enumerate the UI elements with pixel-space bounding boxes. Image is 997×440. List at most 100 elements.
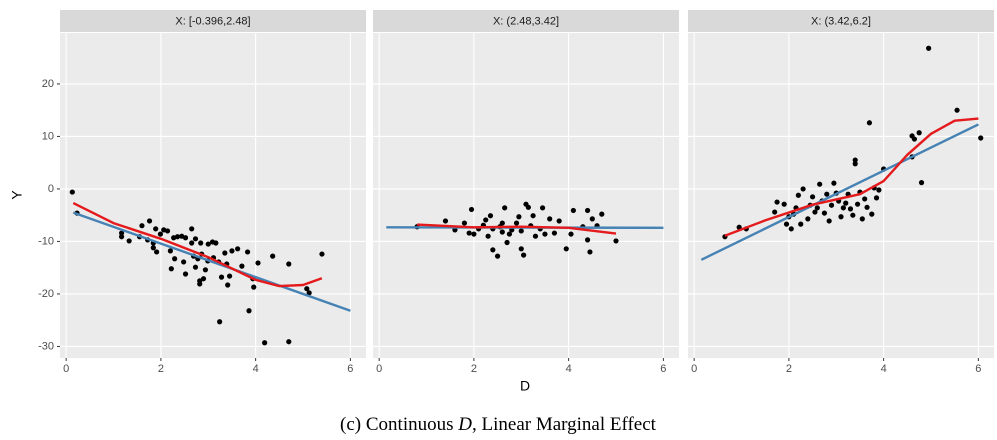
point (826, 218, 832, 224)
point (181, 259, 187, 265)
point (167, 248, 173, 254)
point (286, 339, 292, 345)
y-tick-label: 20 (42, 78, 54, 90)
point (530, 213, 536, 219)
point (518, 246, 524, 252)
point (613, 238, 619, 244)
point (513, 220, 520, 226)
point (255, 260, 261, 266)
point (840, 205, 846, 211)
point (306, 290, 312, 296)
y-tick-label: -20 (38, 288, 54, 300)
point (542, 231, 548, 237)
point (584, 237, 591, 243)
x-tick-label: 0 (691, 363, 697, 375)
x-axis-label: D (520, 378, 530, 394)
point (442, 218, 449, 224)
x-tick-label: 2 (471, 363, 477, 375)
point (466, 230, 472, 236)
point (189, 240, 195, 246)
point (805, 216, 811, 222)
caption-text: (c) Continuous (340, 414, 458, 435)
point (852, 161, 858, 167)
y-tick-label: -10 (38, 235, 54, 247)
point (774, 199, 780, 205)
point (599, 211, 605, 217)
point (490, 247, 496, 253)
point (852, 157, 858, 163)
point (506, 231, 513, 237)
point (876, 187, 882, 193)
point (862, 196, 868, 202)
point (800, 186, 806, 192)
x-tick-label: 4 (253, 363, 259, 375)
point (772, 209, 778, 215)
point (483, 217, 489, 223)
caption-text: D (457, 414, 472, 435)
point (795, 192, 801, 198)
point (539, 205, 546, 211)
point (126, 238, 132, 244)
fit-line (417, 223, 617, 235)
point (869, 211, 875, 217)
point (461, 220, 468, 226)
point (182, 235, 189, 241)
point (847, 206, 854, 212)
point (978, 135, 984, 141)
caption-text: , Linear Marginal Effect (472, 414, 657, 435)
point (197, 281, 203, 287)
point (270, 253, 276, 259)
x-tick-label: 0 (63, 363, 69, 375)
point (843, 200, 849, 206)
point (182, 271, 189, 277)
point (854, 201, 861, 207)
point (817, 181, 823, 187)
strip (60, 10, 366, 32)
strip (688, 10, 994, 32)
point (494, 253, 501, 259)
point (788, 226, 794, 232)
point (499, 229, 505, 235)
point (139, 223, 145, 229)
point (189, 226, 195, 232)
point (202, 267, 209, 273)
point (192, 236, 199, 242)
point (154, 249, 160, 255)
point (157, 231, 164, 237)
point (873, 195, 880, 201)
plot-background (688, 33, 994, 358)
point (118, 234, 125, 240)
point (251, 284, 257, 290)
caption: (c) Continuous D, Linear Marginal Effect (340, 414, 657, 435)
point (589, 216, 595, 222)
point (304, 286, 310, 292)
point (838, 214, 844, 220)
y-tick-label: -30 (38, 340, 54, 352)
x-tick-label: 2 (158, 363, 164, 375)
point (521, 252, 527, 258)
point (587, 249, 593, 255)
point (831, 180, 837, 186)
point (916, 130, 922, 136)
point (828, 202, 835, 208)
x-tick-label: 6 (347, 363, 353, 375)
point (532, 233, 539, 239)
point (262, 340, 268, 346)
point (516, 214, 522, 220)
point (783, 221, 790, 227)
point (319, 251, 325, 257)
point (164, 228, 171, 234)
point (286, 261, 292, 267)
point (153, 226, 159, 232)
fit-line (724, 117, 979, 237)
panel-title: X: (2.48,3.42] (493, 15, 559, 27)
point (218, 274, 225, 280)
x-tick-label: 4 (881, 363, 887, 375)
point (551, 230, 558, 236)
fit-line (72, 211, 351, 312)
point (918, 180, 925, 186)
point (244, 249, 251, 255)
point (229, 248, 235, 254)
fit-line (72, 202, 323, 288)
